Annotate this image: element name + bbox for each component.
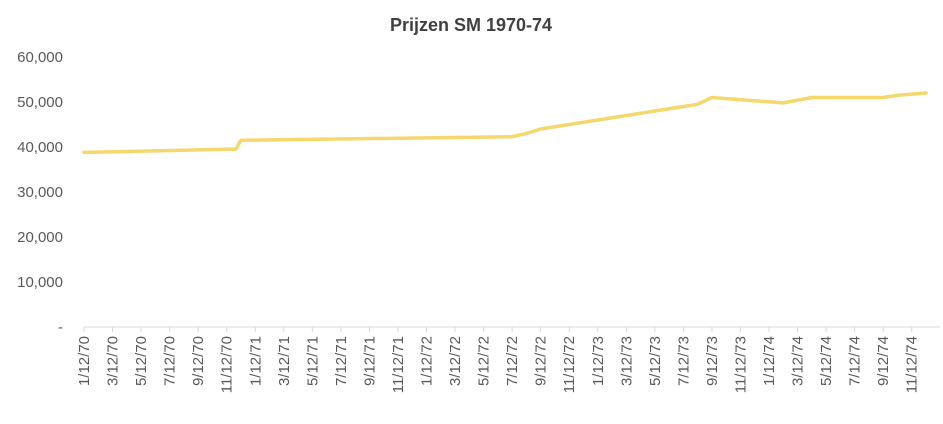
x-tick-label: 7/12/73 bbox=[675, 336, 692, 386]
x-tick-label: 11/12/72 bbox=[561, 336, 578, 393]
x-tick-label: 5/12/72 bbox=[476, 336, 493, 386]
x-tick-label: 3/12/74 bbox=[790, 336, 807, 386]
x-axis-labels: 1/12/70 3/12/70 5/12/70 7/12/70 9/12/70 11/12… bbox=[76, 336, 921, 393]
x-tick-label: 9/12/74 bbox=[875, 336, 892, 386]
x-tick-label: 3/12/70 bbox=[105, 336, 122, 386]
y-tick-label: - bbox=[58, 319, 63, 336]
x-tick-label: 9/12/72 bbox=[533, 336, 550, 386]
y-axis-labels: - 10,000 20,000 30,000 40,000 50,000 60,000 bbox=[17, 49, 63, 336]
x-tick-label: 11/12/74 bbox=[904, 336, 921, 393]
y-tick-label: 50,000 bbox=[17, 94, 63, 111]
x-tick-label: 5/12/71 bbox=[304, 336, 321, 386]
series-group bbox=[82, 91, 928, 155]
x-tick-label: 1/12/73 bbox=[590, 336, 607, 386]
x-axis-ticks bbox=[83, 327, 913, 332]
x-tick-label: 3/12/72 bbox=[447, 336, 464, 386]
x-tick-label: 11/12/73 bbox=[732, 336, 749, 393]
x-tick-label: 7/12/72 bbox=[504, 336, 521, 386]
x-tick-label: 3/12/71 bbox=[276, 336, 293, 386]
x-tick-label: 5/12/74 bbox=[818, 336, 835, 386]
y-tick-label: 20,000 bbox=[17, 229, 63, 246]
x-tick-label: 5/12/73 bbox=[647, 336, 664, 386]
x-tick-label: 1/12/74 bbox=[761, 336, 778, 386]
x-tick-label: 3/12/73 bbox=[618, 336, 635, 386]
x-tick-label: 7/12/70 bbox=[162, 336, 179, 386]
y-tick-label: 10,000 bbox=[17, 274, 63, 291]
x-tick-label: 9/12/73 bbox=[704, 336, 721, 386]
x-tick-label: 11/12/70 bbox=[219, 336, 236, 393]
x-tick-label: 1/12/71 bbox=[247, 336, 264, 386]
x-tick-label: 9/12/71 bbox=[361, 336, 378, 386]
chart-title: Prijzen SM 1970-74 bbox=[390, 15, 552, 35]
x-tick-label: 1/12/70 bbox=[76, 336, 93, 386]
x-tick-label: 7/12/71 bbox=[333, 336, 350, 386]
x-tick-label: 7/12/74 bbox=[847, 336, 864, 386]
x-tick-label: 1/12/72 bbox=[419, 336, 436, 386]
series-line bbox=[82, 91, 928, 155]
y-tick-label: 60,000 bbox=[17, 49, 63, 66]
x-tick-label: 9/12/70 bbox=[190, 336, 207, 386]
x-tick-label: 11/12/71 bbox=[390, 336, 407, 393]
y-tick-label: 30,000 bbox=[17, 184, 63, 201]
y-tick-label: 40,000 bbox=[17, 139, 63, 156]
x-tick-label: 5/12/70 bbox=[133, 336, 150, 386]
